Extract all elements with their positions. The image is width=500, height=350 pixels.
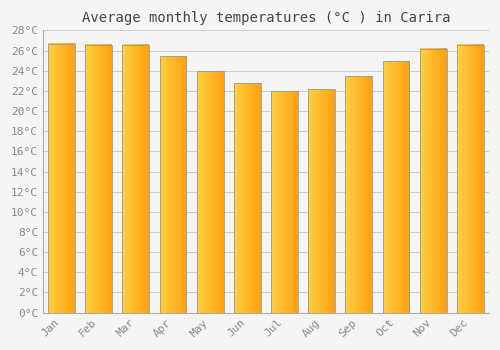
Bar — [122, 44, 149, 313]
Bar — [86, 44, 112, 313]
Bar — [48, 43, 75, 313]
Bar — [382, 61, 409, 313]
Bar — [234, 83, 260, 313]
Bar — [271, 91, 298, 313]
Bar — [308, 89, 335, 313]
Bar — [197, 71, 224, 313]
Bar — [346, 76, 372, 313]
Title: Average monthly temperatures (°C ) in Carira: Average monthly temperatures (°C ) in Ca… — [82, 11, 450, 25]
Bar — [457, 44, 483, 313]
Bar — [160, 56, 186, 313]
Bar — [420, 49, 446, 313]
